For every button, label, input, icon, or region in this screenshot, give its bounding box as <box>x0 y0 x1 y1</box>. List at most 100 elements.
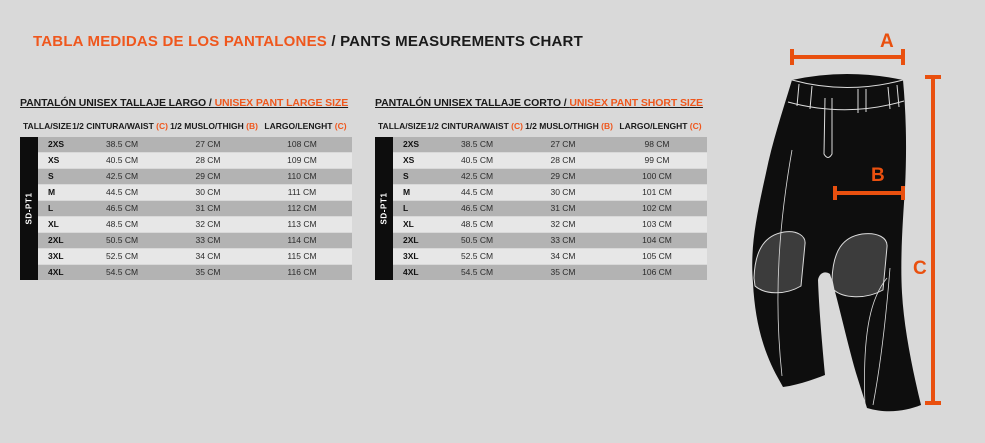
waistband-seam <box>787 100 905 111</box>
thigh-cell: 33 CM <box>195 235 221 245</box>
waist-cell: 52.5 CM <box>460 251 494 261</box>
thigh-cell: 32 CM <box>195 219 221 229</box>
thigh-cell: 34 CM <box>550 251 576 261</box>
waist-cell: 48.5 CM <box>460 219 494 229</box>
table-heading-en: UNISEX PANT SHORT SIZE <box>569 97 703 109</box>
size-row: XL 48.5 CM 32 CM 103 CM <box>393 217 707 232</box>
waist-measure-arrow <box>790 49 905 65</box>
length-cell: 113 CM <box>287 219 317 229</box>
product-code-bar: SD-PT1 <box>20 137 38 280</box>
waist-cell: 42.5 CM <box>105 171 139 181</box>
waist-cell: 40.5 CM <box>460 155 494 165</box>
thigh-cell: 31 CM <box>195 203 221 213</box>
belt-loop <box>857 89 867 113</box>
table-rows: 2XS 38.5 CM 27 CM 108 CM XS 40.5 CM 28 CM 109 C… <box>38 137 352 280</box>
size-cell: M <box>48 187 56 197</box>
size-row: 3XL 52.5 CM 34 CM 105 CM <box>393 249 707 264</box>
page-title-separator: / <box>326 33 341 50</box>
product-code: SD-PT1 <box>24 192 34 225</box>
size-cell: 4XL <box>403 267 419 277</box>
length-cell: 116 CM <box>287 267 317 277</box>
size-row: L 46.5 CM 31 CM 112 CM <box>38 201 352 216</box>
waist-cell: 40.5 CM <box>105 155 139 165</box>
length-cell: 111 CM <box>287 187 317 197</box>
length-cell: 106 CM <box>642 267 672 277</box>
pants-silhouette <box>752 74 921 412</box>
thigh-cell: 35 CM <box>550 267 576 277</box>
length-cell: 109 CM <box>287 155 317 165</box>
column-header: 1/2 MUSLO/THIGH (B) <box>170 121 258 131</box>
leg-seam-right <box>872 267 891 406</box>
thigh-cell: 33 CM <box>550 235 576 245</box>
waist-cell: 48.5 CM <box>105 219 139 229</box>
pants-measurement-diagram: A B C <box>740 28 985 438</box>
size-row: 2XS 38.5 CM 27 CM 108 CM <box>38 137 352 152</box>
measure-ref-letter: (B) <box>601 121 613 131</box>
fly-seam <box>823 97 833 158</box>
leg-seam-right-inner <box>864 277 888 407</box>
length-cell: 104 CM <box>642 235 672 245</box>
waist-cell: 46.5 CM <box>105 203 139 213</box>
size-cell: 2XL <box>48 235 64 245</box>
waist-cell: 46.5 CM <box>460 203 494 213</box>
column-header: TALLA/SIZE <box>23 121 72 131</box>
length-cell: 115 CM <box>287 251 317 261</box>
thigh-cell: 30 CM <box>195 187 221 197</box>
thigh-cell: 34 CM <box>195 251 221 261</box>
size-cell: 2XS <box>403 139 420 149</box>
measurements-table: SD-PT1 2XS 38.5 CM 27 CM 98 CM XS 40.5 CM 28 C… <box>375 137 709 280</box>
page-title-en: PANTS MEASUREMENTS CHART <box>340 33 583 50</box>
length-cell: 100 CM <box>642 171 672 181</box>
size-row: XS 40.5 CM 28 CM 99 CM <box>393 153 707 168</box>
column-header-row: TALLA/SIZE 1/2 CINTURA/WAIST (C) 1/2 MUSLO… <box>20 121 354 131</box>
size-row: S 42.5 CM 29 CM 100 CM <box>393 169 707 184</box>
page-title: TABLA MEDIDAS DE LOS PANTALONES / PANTS … <box>33 33 583 50</box>
waist-cell: 44.5 CM <box>460 187 494 197</box>
belt-loop <box>887 84 900 110</box>
length-measure-line <box>925 75 941 405</box>
size-cell: XS <box>48 155 60 165</box>
waist-opening-seam <box>791 79 904 88</box>
size-cell: L <box>403 203 409 213</box>
column-header: 1/2 CINTURA/WAIST (C) <box>427 121 523 131</box>
size-row: XL 48.5 CM 32 CM 113 CM <box>38 217 352 232</box>
size-cell: 2XL <box>403 235 419 245</box>
size-cell: 4XL <box>48 267 64 277</box>
knee-patch-right <box>831 233 888 298</box>
measure-ref-letter: (C) <box>511 121 523 131</box>
leg-seam-left <box>777 149 793 377</box>
thigh-cell: 29 CM <box>195 171 221 181</box>
size-row: M 44.5 CM 30 CM 101 CM <box>393 185 707 200</box>
measure-ref-letter: (C) <box>156 121 168 131</box>
thigh-cell: 30 CM <box>550 187 576 197</box>
size-cell: 2XS <box>48 139 65 149</box>
measure-ref-letter: (C) <box>689 121 702 131</box>
length-cell: 112 CM <box>287 203 317 213</box>
waist-cell: 50.5 CM <box>105 235 139 245</box>
size-cell: L <box>48 203 54 213</box>
size-cell: XL <box>48 219 59 229</box>
size-row: 2XL 50.5 CM 33 CM 104 CM <box>393 233 707 248</box>
length-cell: 114 CM <box>287 235 317 245</box>
length-cell: 108 CM <box>287 139 317 149</box>
column-header: LARGO/LENGHT (C) <box>619 121 702 131</box>
size-table-large: PANTALÓN UNISEX TALLAJE LARGO / UNISEX P… <box>20 97 354 280</box>
length-cell: 101 CM <box>642 187 672 197</box>
length-cell: 105 CM <box>642 251 672 261</box>
length-cell: 99 CM <box>644 155 670 165</box>
size-cell: XL <box>403 219 414 229</box>
thigh-cell: 35 CM <box>195 267 221 277</box>
label-b: B <box>871 165 885 186</box>
table-heading-large: PANTALÓN UNISEX TALLAJE LARGO / UNISEX P… <box>20 97 354 109</box>
thigh-cell: 28 CM <box>550 155 576 165</box>
label-a: A <box>880 31 894 52</box>
waist-cell: 54.5 CM <box>105 267 139 277</box>
size-cell: 3XL <box>403 251 419 261</box>
size-row: XS 40.5 CM 28 CM 109 CM <box>38 153 352 168</box>
length-cell: 98 CM <box>644 139 670 149</box>
thigh-cell: 31 CM <box>550 203 576 213</box>
column-header: 1/2 CINTURA/WAIST (C) <box>72 121 168 131</box>
thigh-cell: 27 CM <box>550 139 576 149</box>
size-row: 3XL 52.5 CM 34 CM 115 CM <box>38 249 352 264</box>
pants-illustration: A B C <box>752 31 941 412</box>
